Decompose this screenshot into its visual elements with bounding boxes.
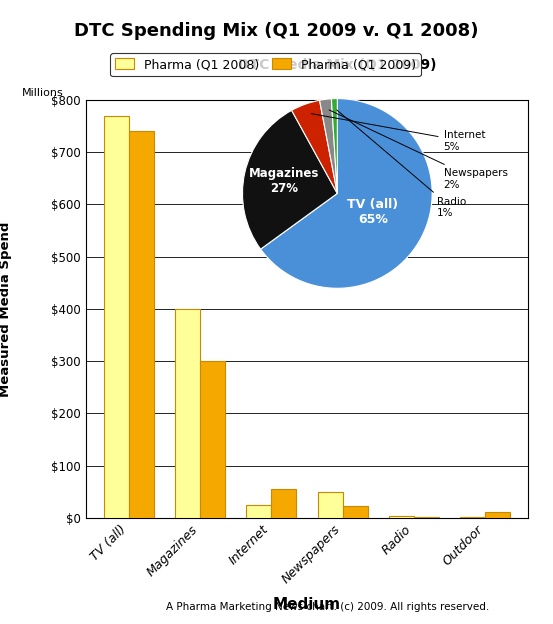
Text: Millions: Millions: [22, 88, 63, 98]
Wedge shape: [291, 100, 337, 193]
Bar: [317, 492, 343, 518]
Bar: [486, 512, 510, 518]
Title: DTC Media Mix (Q1 2009): DTC Media Mix (Q1 2009): [238, 58, 436, 72]
Wedge shape: [242, 110, 337, 249]
Bar: [246, 505, 271, 518]
Bar: [103, 115, 128, 518]
Wedge shape: [320, 99, 337, 193]
Bar: [200, 361, 225, 518]
Legend: Pharma (Q1 2008), Pharma (Q1 2009): Pharma (Q1 2008), Pharma (Q1 2009): [110, 53, 421, 76]
Wedge shape: [331, 99, 337, 193]
X-axis label: Medium: Medium: [273, 597, 341, 612]
Text: TV (all)
65%: TV (all) 65%: [347, 198, 398, 225]
Text: A Pharma Marketing News chart. (c) 2009. All rights reserved.: A Pharma Marketing News chart. (c) 2009.…: [166, 602, 489, 612]
Text: Newspapers
2%: Newspapers 2%: [329, 110, 508, 190]
Y-axis label: Measured Media Spend: Measured Media Spend: [0, 221, 12, 397]
Text: Internet
5%: Internet 5%: [311, 114, 485, 152]
Wedge shape: [260, 99, 432, 288]
Text: DTC Spending Mix (Q1 2009 v. Q1 2008): DTC Spending Mix (Q1 2009 v. Q1 2008): [74, 22, 479, 40]
Text: Magazines
27%: Magazines 27%: [248, 167, 319, 195]
Bar: [128, 131, 154, 518]
Bar: [271, 489, 296, 518]
Bar: [343, 507, 368, 518]
Bar: [175, 309, 200, 518]
Bar: [389, 516, 414, 518]
Text: Radio
1%: Radio 1%: [337, 110, 466, 218]
